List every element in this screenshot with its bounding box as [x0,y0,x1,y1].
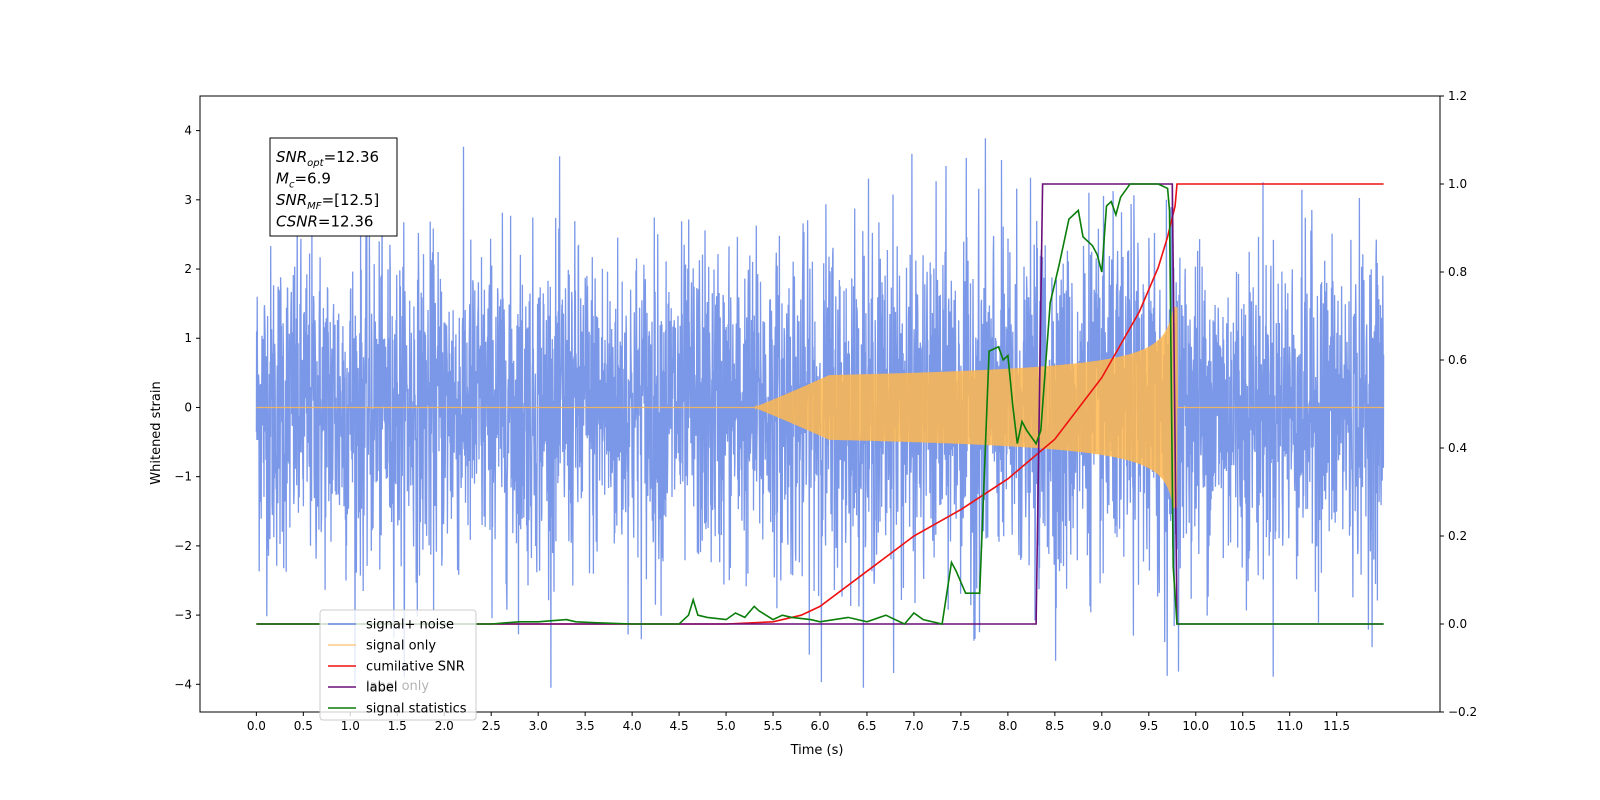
signal-noise-layer [255,138,1385,688]
annotation-value: =12.36 [324,148,380,166]
x-tick-label: 11.5 [1323,719,1350,733]
x-tick-label: 6.0 [810,719,829,733]
annotation-line: SNRopt=12.36 [276,148,379,169]
y-right-tick-label: −0.2 [1448,705,1477,719]
annotation-subscript: c [289,180,295,191]
y-left-tick-label: 1 [184,331,192,345]
y-left-tick-label: −3 [174,608,192,622]
legend-label: signal+ noise [366,618,454,633]
x-tick-label: 8.5 [1045,719,1064,733]
x-tick-label: 7.5 [951,719,970,733]
y-left-tick-label: −4 [174,677,192,691]
x-tick-label: 0.5 [294,719,313,733]
annotation-value: =[12.5] [322,191,380,209]
y-right-tick-label: 0.4 [1448,441,1467,455]
y-right-tick-label: 0.8 [1448,265,1467,279]
y-right-tick-label: 0.0 [1448,617,1467,631]
signal-statistics-line [256,183,1384,625]
y-right-tick-label: 1.2 [1448,89,1467,103]
x-tick-label: 11.0 [1276,719,1303,733]
y-right-tick-label: 0.6 [1448,353,1467,367]
x-tick-label: 2.0 [435,719,454,733]
x-tick-label: 6.5 [857,719,876,733]
y-left-tick-label: 3 [184,193,192,207]
annotation-line: Mc=6.9 [276,170,331,191]
y-axis-label: Whitened strain [149,381,164,484]
right-axis-lines-layer [256,183,1384,625]
y-left-tick-label: −2 [174,539,192,553]
x-tick-label: 1.0 [341,719,360,733]
signal-only-series [256,307,1384,508]
y-left-tick-label: 4 [184,124,192,138]
x-tick-label: 8.0 [998,719,1017,733]
x-tick-label: 3.0 [529,719,548,733]
annotation-symbol: SNR [276,148,307,166]
x-tick-label: 9.0 [1092,719,1111,733]
x-tick-label: 10.5 [1229,719,1256,733]
signal-only-layer [256,307,1384,508]
x-tick-label: 9.5 [1139,719,1158,733]
annotation-symbol: M [276,170,289,188]
x-tick-label: 7.0 [904,719,923,733]
y-right-tick-label: 1.0 [1448,177,1467,191]
x-axis-label: Time (s) [790,743,844,758]
x-tick-label: 3.5 [576,719,595,733]
y-left-tick-label: 2 [184,262,192,276]
annotation-subscript: opt [307,158,324,169]
x-tick-label: 4.5 [670,719,689,733]
y-left-tick-label: 0 [184,400,192,414]
annotation-value: =6.9 [294,170,330,188]
legend: signal+ noise signal only cumilative SNR la… [319,609,477,721]
legend-label: signal only [366,639,436,654]
annotation-subscript: MF [307,201,322,212]
x-tick-label: 1.5 [388,719,407,733]
x-tick-label: 5.5 [763,719,782,733]
legend-hidden-label: label only [366,679,429,694]
legend-label: cumilative SNR [366,660,465,675]
x-tick-label: 5.0 [717,719,736,733]
y-left-tick-label: −1 [174,470,192,484]
y-right-tick-label: 0.2 [1448,529,1467,543]
axes-layer: 0.0 0.5 1.0 1.5 2.0 2.5 3.0 3.5 4.0 4.5 5.0 5.5 6.0 6… [174,89,1477,733]
annotation-symbol: CSNR [276,213,318,231]
x-tick-label: 0.0 [247,719,266,733]
legend-label: signal statistics [366,702,467,717]
annotation-symbol: SNR [276,191,307,209]
annotation-line: SNRMF=[12.5] [276,191,379,212]
x-tick-label: 4.0 [623,719,642,733]
signal-noise-series [255,138,1385,688]
x-tick-label: 2.5 [482,719,501,733]
legend-label: label [366,681,397,696]
x-tick-label: 10.0 [1182,719,1209,733]
annotation-line: CSNR=12.36 [276,213,373,231]
annotation-value: =12.36 [318,213,374,231]
